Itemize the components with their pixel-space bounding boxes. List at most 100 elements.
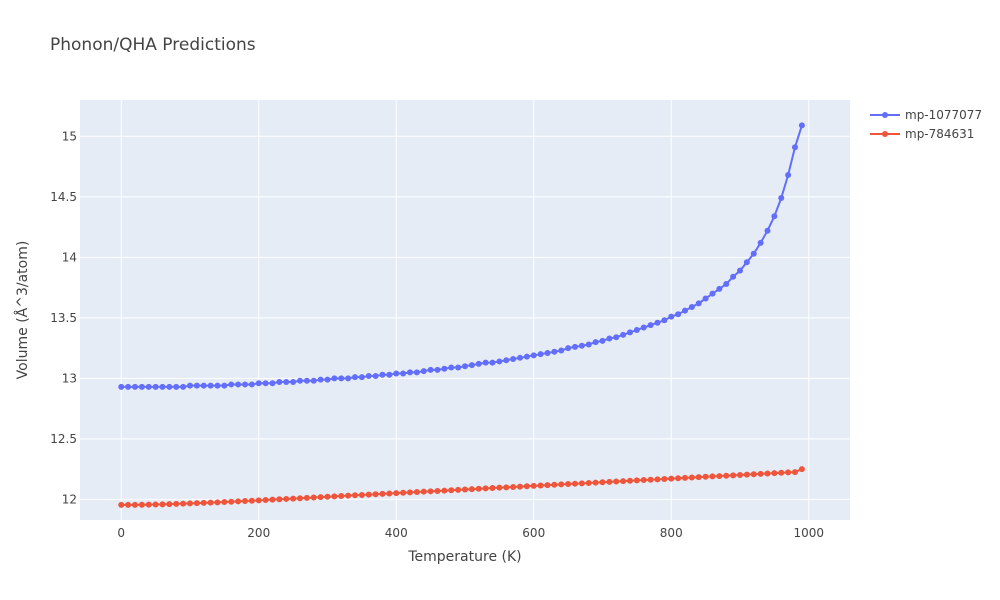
data-point[interactable]: [585, 341, 592, 348]
data-point[interactable]: [523, 483, 530, 490]
data-point[interactable]: [166, 501, 173, 508]
data-point[interactable]: [723, 280, 730, 287]
data-point[interactable]: [125, 501, 132, 508]
data-point[interactable]: [503, 484, 510, 491]
data-point[interactable]: [620, 331, 627, 338]
data-point[interactable]: [345, 492, 352, 499]
data-point[interactable]: [221, 382, 228, 389]
data-point[interactable]: [132, 383, 138, 390]
data-point[interactable]: [310, 377, 317, 384]
data-point[interactable]: [317, 376, 324, 383]
data-point[interactable]: [627, 329, 633, 336]
data-point[interactable]: [764, 227, 771, 234]
data-point[interactable]: [372, 491, 379, 498]
data-point[interactable]: [455, 364, 462, 371]
data-point[interactable]: [434, 366, 441, 373]
data-point[interactable]: [737, 471, 743, 478]
data-point[interactable]: [750, 250, 757, 257]
data-point[interactable]: [448, 364, 455, 371]
data-point[interactable]: [702, 295, 709, 302]
data-point[interactable]: [572, 343, 578, 350]
data-point[interactable]: [310, 494, 317, 501]
data-point[interactable]: [352, 492, 358, 499]
data-point[interactable]: [207, 499, 214, 506]
data-point[interactable]: [228, 498, 235, 505]
data-point[interactable]: [193, 500, 200, 507]
data-point[interactable]: [242, 497, 248, 504]
data-point[interactable]: [654, 319, 661, 326]
data-point[interactable]: [771, 470, 778, 477]
data-point[interactable]: [221, 498, 228, 505]
data-point[interactable]: [118, 383, 125, 390]
data-point[interactable]: [283, 495, 290, 502]
data-point[interactable]: [269, 496, 276, 503]
data-point[interactable]: [324, 493, 331, 500]
data-point[interactable]: [599, 479, 606, 486]
data-point[interactable]: [145, 501, 152, 508]
data-point[interactable]: [214, 382, 221, 389]
data-point[interactable]: [723, 472, 730, 479]
data-point[interactable]: [592, 339, 599, 346]
data-point[interactable]: [331, 493, 338, 500]
data-point[interactable]: [633, 326, 640, 333]
data-point[interactable]: [248, 381, 255, 388]
data-point[interactable]: [338, 375, 345, 382]
data-point[interactable]: [173, 500, 180, 507]
data-point[interactable]: [317, 494, 324, 501]
data-point[interactable]: [345, 375, 352, 382]
data-point[interactable]: [462, 486, 468, 493]
data-point[interactable]: [180, 500, 187, 507]
data-point[interactable]: [413, 489, 420, 496]
data-point[interactable]: [297, 377, 303, 384]
data-point[interactable]: [654, 476, 661, 483]
data-point[interactable]: [365, 372, 372, 379]
data-point[interactable]: [668, 313, 675, 320]
data-point[interactable]: [283, 379, 290, 386]
data-point[interactable]: [166, 383, 173, 390]
data-point[interactable]: [462, 363, 468, 370]
data-point[interactable]: [138, 501, 145, 508]
data-point[interactable]: [255, 497, 262, 504]
data-point[interactable]: [544, 482, 551, 489]
data-point[interactable]: [132, 501, 138, 508]
data-point[interactable]: [537, 482, 544, 489]
data-point[interactable]: [606, 478, 613, 485]
data-point[interactable]: [702, 473, 709, 480]
data-point[interactable]: [695, 474, 702, 481]
data-point[interactable]: [145, 383, 152, 390]
data-point[interactable]: [737, 267, 743, 274]
data-point[interactable]: [517, 483, 523, 490]
data-point[interactable]: [455, 486, 462, 493]
data-point[interactable]: [193, 382, 200, 389]
data-point[interactable]: [730, 273, 737, 280]
data-point[interactable]: [379, 371, 386, 378]
data-point[interactable]: [489, 359, 496, 366]
data-point[interactable]: [400, 370, 407, 377]
data-point[interactable]: [537, 351, 544, 358]
legend-item-mp-784631[interactable]: mp-784631: [870, 127, 974, 141]
data-point[interactable]: [675, 475, 682, 482]
data-point[interactable]: [475, 485, 482, 492]
data-point[interactable]: [572, 480, 578, 487]
data-point[interactable]: [386, 490, 393, 497]
data-point[interactable]: [386, 371, 393, 378]
data-point[interactable]: [434, 487, 441, 494]
plot-area[interactable]: [80, 100, 850, 520]
data-point[interactable]: [187, 500, 193, 507]
data-point[interactable]: [695, 300, 702, 307]
data-point[interactable]: [400, 489, 407, 496]
data-point[interactable]: [276, 379, 283, 386]
data-point[interactable]: [558, 481, 565, 488]
data-point[interactable]: [647, 476, 654, 483]
data-point[interactable]: [180, 383, 187, 390]
data-point[interactable]: [468, 486, 475, 493]
data-point[interactable]: [633, 477, 640, 484]
data-point[interactable]: [441, 487, 448, 494]
data-point[interactable]: [262, 497, 269, 504]
data-point[interactable]: [730, 472, 737, 479]
data-point[interactable]: [709, 473, 716, 480]
data-point[interactable]: [668, 475, 675, 482]
data-point[interactable]: [606, 335, 613, 342]
data-point[interactable]: [290, 379, 297, 386]
data-point[interactable]: [248, 497, 255, 504]
